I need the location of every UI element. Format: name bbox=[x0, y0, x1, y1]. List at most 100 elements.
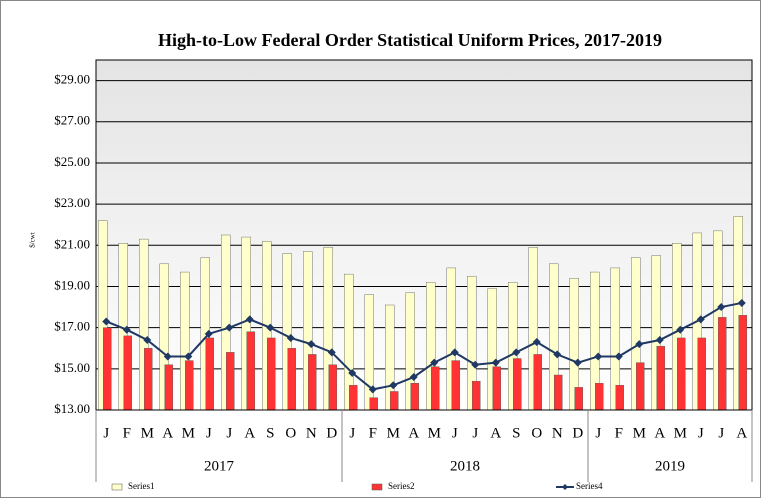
line-marker bbox=[635, 340, 644, 349]
line-marker bbox=[614, 352, 623, 361]
x-group-label: 2019 bbox=[655, 458, 685, 474]
bar bbox=[636, 362, 645, 411]
y-tick-label: $13.00 bbox=[54, 401, 90, 416]
line-marker bbox=[717, 303, 726, 312]
x-tick-label: A bbox=[490, 425, 501, 441]
x-tick-label: J bbox=[452, 425, 458, 441]
line-marker bbox=[307, 340, 316, 349]
bar bbox=[738, 315, 747, 411]
line-marker bbox=[430, 358, 439, 367]
x-tick-label: S bbox=[266, 425, 274, 441]
bar bbox=[390, 391, 399, 411]
line-marker bbox=[266, 323, 275, 332]
legend-swatch bbox=[111, 483, 123, 491]
x-tick-label: A bbox=[244, 425, 255, 441]
x-tick-label: M bbox=[141, 425, 154, 441]
x-tick-label: M bbox=[428, 425, 441, 441]
legend-label: Series1 bbox=[128, 481, 155, 491]
bar bbox=[144, 348, 153, 411]
x-tick-label: D bbox=[572, 425, 583, 441]
x-tick-label: M bbox=[674, 425, 687, 441]
x-tick-label: A bbox=[408, 425, 419, 441]
y-tick-label: $25.00 bbox=[54, 154, 90, 169]
x-tick-label: O bbox=[531, 425, 542, 441]
line-marker bbox=[573, 358, 582, 367]
bar bbox=[246, 331, 255, 411]
legend-swatch bbox=[371, 483, 383, 491]
x-tick-label: J bbox=[226, 425, 232, 441]
bar bbox=[410, 383, 419, 411]
x-tick-label: S bbox=[512, 425, 520, 441]
line-marker bbox=[348, 368, 357, 377]
line-marker bbox=[512, 348, 521, 357]
line-marker bbox=[737, 298, 746, 307]
line-marker bbox=[327, 348, 336, 357]
bar bbox=[615, 385, 624, 411]
x-tick-label: A bbox=[654, 425, 665, 441]
x-tick-label: F bbox=[369, 425, 377, 441]
x-tick-label: M bbox=[182, 425, 195, 441]
bar bbox=[677, 337, 686, 411]
bar bbox=[718, 317, 727, 411]
bar bbox=[492, 366, 501, 411]
bar bbox=[123, 335, 132, 411]
line-marker bbox=[163, 352, 172, 361]
line-marker bbox=[594, 352, 603, 361]
line-marker bbox=[225, 323, 234, 332]
line-marker bbox=[655, 336, 664, 344]
line-marker bbox=[471, 360, 480, 369]
line-marker bbox=[450, 348, 459, 357]
bar bbox=[164, 364, 173, 411]
bar bbox=[431, 366, 440, 411]
x-tick-label: N bbox=[552, 425, 563, 441]
line-marker bbox=[143, 336, 152, 344]
x-tick-label: M bbox=[633, 425, 646, 441]
bar bbox=[103, 327, 112, 411]
chart-title: High-to-Low Federal Order Statistical Un… bbox=[158, 30, 662, 50]
x-tick-label: A bbox=[736, 425, 747, 441]
legend-label: Series4 bbox=[576, 481, 603, 491]
line-marker bbox=[204, 329, 213, 338]
line-marker bbox=[409, 373, 418, 382]
bar bbox=[697, 337, 706, 411]
x-tick-label: N bbox=[306, 425, 317, 441]
y-tick-label: $15.00 bbox=[54, 360, 90, 375]
legend-label: Series2 bbox=[388, 481, 415, 491]
y-tick-label: $21.00 bbox=[54, 236, 90, 251]
x-tick-label: J bbox=[206, 425, 212, 441]
bar bbox=[328, 364, 337, 411]
x-tick-label: J bbox=[349, 425, 355, 441]
line-marker bbox=[184, 352, 193, 361]
bar bbox=[185, 360, 194, 411]
line bbox=[105, 301, 742, 391]
y-tick-label: $29.00 bbox=[54, 72, 90, 87]
x-group-label: 2017 bbox=[204, 458, 235, 474]
line-marker bbox=[102, 317, 111, 326]
line-marker bbox=[389, 381, 398, 390]
x-tick-label: D bbox=[326, 425, 337, 441]
line-marker bbox=[245, 315, 254, 324]
bar bbox=[451, 360, 460, 411]
x-tick-label: J bbox=[718, 425, 724, 441]
line-marker bbox=[286, 333, 295, 342]
bar bbox=[574, 387, 583, 411]
x-tick-label: J bbox=[595, 425, 601, 441]
bar bbox=[308, 354, 317, 411]
bar bbox=[513, 358, 522, 411]
bar bbox=[533, 354, 542, 411]
x-tick-label: O bbox=[285, 425, 296, 441]
y-axis-label: $/cwt bbox=[29, 232, 37, 248]
line-marker bbox=[676, 325, 685, 334]
bar bbox=[472, 380, 481, 411]
bar bbox=[554, 374, 563, 411]
bar bbox=[595, 383, 604, 411]
bar bbox=[369, 397, 378, 411]
line-marker bbox=[696, 315, 705, 324]
x-tick-label: M bbox=[387, 425, 400, 441]
bar bbox=[287, 348, 296, 411]
legend-swatch bbox=[562, 484, 568, 490]
x-tick-label: F bbox=[123, 425, 131, 441]
x-tick-label: J bbox=[472, 425, 478, 441]
x-tick-label: J bbox=[698, 425, 704, 441]
